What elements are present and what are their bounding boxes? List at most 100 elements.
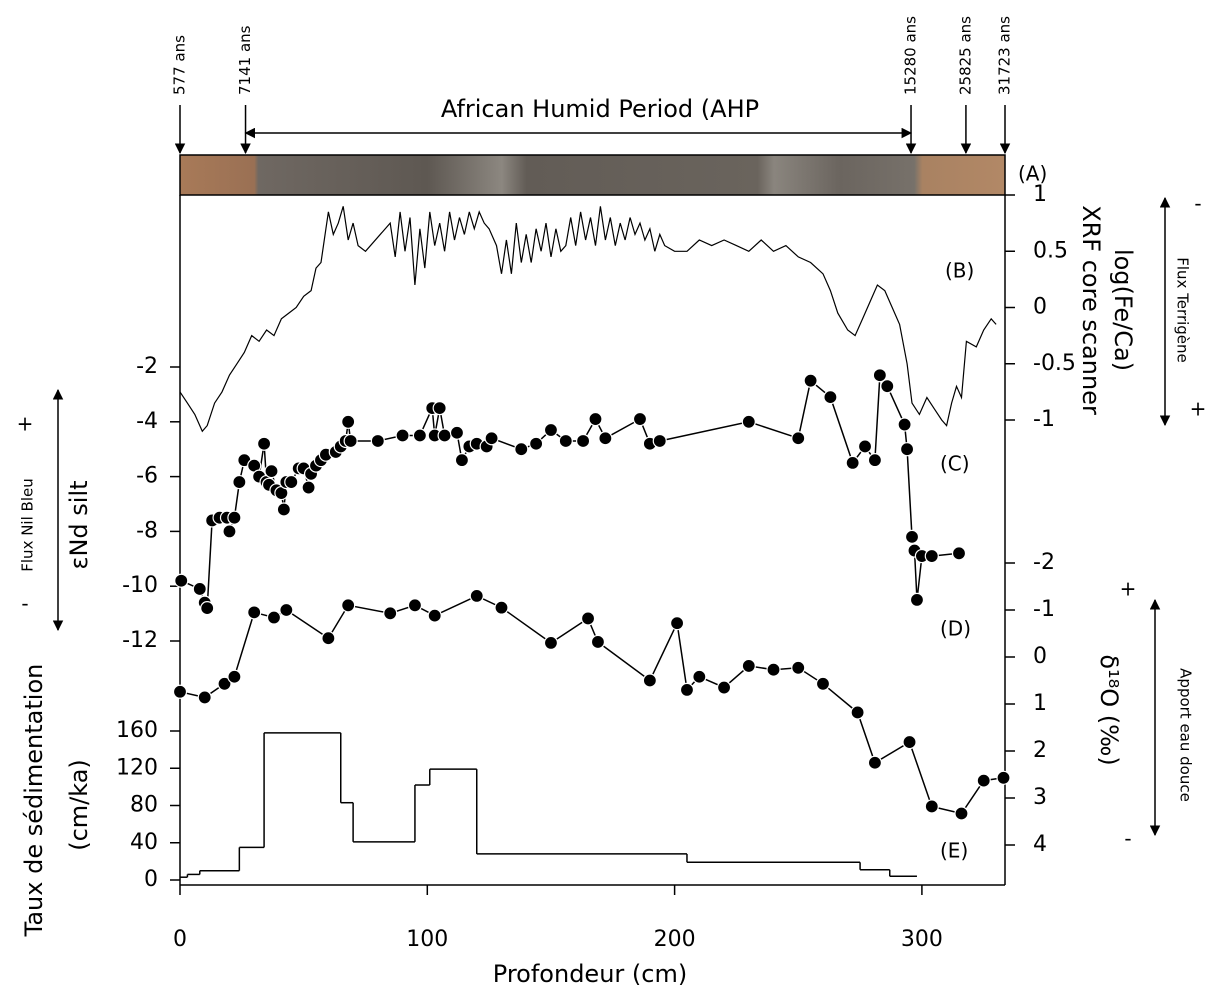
data-point <box>256 436 272 451</box>
data-point <box>924 799 939 814</box>
y-tick-label: 0.5 <box>1033 238 1068 263</box>
period-label: African Humid Period (AHP <box>441 95 759 123</box>
y-tick-label: 40 <box>130 830 158 855</box>
panel-label: (C) <box>940 452 970 476</box>
data-point <box>996 770 1011 785</box>
data-point <box>598 431 613 446</box>
data-point <box>909 592 925 608</box>
y-axis-label: δ¹⁸O (‰) <box>1095 654 1123 765</box>
data-point <box>197 690 212 705</box>
data-point <box>217 676 232 691</box>
data-point <box>669 616 685 631</box>
data-point <box>867 453 883 468</box>
data-point <box>857 439 873 454</box>
panel-label: (E) <box>940 839 968 863</box>
data-point <box>284 474 299 490</box>
y-tick-label: 80 <box>130 793 158 818</box>
data-point <box>741 658 756 674</box>
data-point <box>716 680 732 695</box>
data-point <box>867 755 883 770</box>
age-label: 31723 ans <box>996 16 1014 95</box>
core-image <box>179 154 1006 196</box>
data-point <box>558 433 573 449</box>
data-point <box>924 548 939 564</box>
flux-sign: + <box>1190 397 1207 421</box>
flux-label: Flux Nil Bleu <box>19 478 37 571</box>
y-tick-label: -6 <box>136 464 158 489</box>
x-axis-label: Profondeur (cm) <box>493 960 687 988</box>
y-tick-label: 160 <box>116 718 158 743</box>
data-point <box>679 682 695 698</box>
panel-label: (D) <box>940 617 971 641</box>
data-point <box>803 373 818 388</box>
data-line <box>180 372 960 609</box>
x-tick-label: 100 <box>406 927 448 952</box>
data-point <box>976 773 991 788</box>
y-tick-label: 1 <box>1033 691 1047 716</box>
data-point <box>741 414 756 429</box>
data-point <box>897 417 912 432</box>
y-tick-label: -2 <box>1033 550 1055 575</box>
data-point <box>902 734 917 750</box>
data-point <box>172 684 188 699</box>
data-point <box>823 390 838 405</box>
y-axis-label: XRF core scanner <box>1077 205 1105 415</box>
y-tick-label: 0 <box>1033 644 1047 669</box>
data-point <box>954 806 969 821</box>
y-axis-label: εNd silt <box>65 480 93 569</box>
data-point <box>514 442 529 457</box>
data-point <box>232 474 247 490</box>
data-point <box>227 510 242 525</box>
age-label: 25825 ans <box>956 16 974 95</box>
y-tick-label: -0.5 <box>1033 351 1076 376</box>
data-point <box>321 631 336 646</box>
data-point <box>529 436 544 451</box>
flux-sign: - <box>1124 827 1131 851</box>
x-tick-label: 0 <box>173 927 187 952</box>
data-point <box>692 669 707 684</box>
data-point <box>484 431 499 446</box>
data-point <box>588 411 603 427</box>
y-tick-label: 4 <box>1033 832 1047 857</box>
data-point <box>427 608 442 623</box>
data-point <box>904 529 920 544</box>
data-point <box>395 428 410 443</box>
data-point <box>766 662 781 677</box>
y-tick-label: 0 <box>144 867 158 892</box>
data-point <box>247 605 262 620</box>
data-point <box>449 425 465 440</box>
y-tick-label: 2 <box>1033 738 1047 763</box>
data-line <box>179 595 1004 815</box>
data-point <box>343 433 358 449</box>
data-point <box>222 524 237 539</box>
data-point <box>469 588 484 604</box>
y-axis-label: (cm/ka) <box>65 759 93 851</box>
y-tick-label: -1 <box>1033 407 1055 432</box>
data-point <box>383 606 398 621</box>
panel-label: (A) <box>1018 162 1047 186</box>
data-point <box>590 634 606 650</box>
flux-label: Flux Terrigène <box>1174 257 1192 363</box>
data-point <box>454 453 470 468</box>
data-point <box>845 455 860 470</box>
x-tick-label: 200 <box>654 927 696 952</box>
data-point <box>791 431 806 446</box>
data-point <box>494 600 509 615</box>
data-point <box>652 433 667 449</box>
y-tick-label: 120 <box>116 755 158 780</box>
flux-sign: - <box>21 592 28 616</box>
y-tick-label: -10 <box>122 573 158 598</box>
data-point <box>543 422 559 438</box>
data-point <box>642 673 657 688</box>
data-point <box>872 368 887 383</box>
flux-label: Apport eau douce <box>1177 668 1195 802</box>
data-point <box>437 428 452 443</box>
panel-label: (B) <box>945 259 974 283</box>
data-point <box>951 546 967 561</box>
age-label: 577 ans <box>171 35 189 95</box>
data-point <box>279 602 294 618</box>
data-point <box>266 610 282 625</box>
y-tick-label: 0 <box>1033 295 1047 320</box>
